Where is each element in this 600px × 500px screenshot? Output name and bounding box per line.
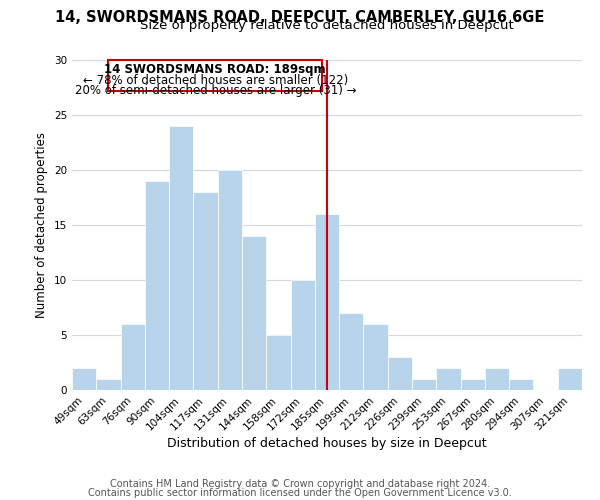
Bar: [145, 181, 169, 390]
Bar: [412, 379, 436, 390]
FancyBboxPatch shape: [109, 60, 322, 91]
Bar: [364, 324, 388, 390]
Bar: [509, 379, 533, 390]
Bar: [72, 368, 96, 390]
Bar: [339, 313, 364, 390]
Bar: [266, 335, 290, 390]
Bar: [218, 170, 242, 390]
Bar: [193, 192, 218, 390]
Text: Contains HM Land Registry data © Crown copyright and database right 2024.: Contains HM Land Registry data © Crown c…: [110, 479, 490, 489]
Text: Contains public sector information licensed under the Open Government Licence v3: Contains public sector information licen…: [88, 488, 512, 498]
Y-axis label: Number of detached properties: Number of detached properties: [35, 132, 49, 318]
Bar: [436, 368, 461, 390]
Bar: [315, 214, 339, 390]
Bar: [485, 368, 509, 390]
Text: 14 SWORDSMANS ROAD: 189sqm: 14 SWORDSMANS ROAD: 189sqm: [104, 64, 326, 76]
Title: Size of property relative to detached houses in Deepcut: Size of property relative to detached ho…: [140, 20, 514, 32]
Bar: [388, 357, 412, 390]
Bar: [242, 236, 266, 390]
Bar: [121, 324, 145, 390]
Bar: [290, 280, 315, 390]
Bar: [96, 379, 121, 390]
Text: 20% of semi-detached houses are larger (31) →: 20% of semi-detached houses are larger (…: [74, 84, 356, 97]
Text: 14, SWORDSMANS ROAD, DEEPCUT, CAMBERLEY, GU16 6GE: 14, SWORDSMANS ROAD, DEEPCUT, CAMBERLEY,…: [55, 10, 545, 25]
Bar: [558, 368, 582, 390]
Bar: [461, 379, 485, 390]
Bar: [169, 126, 193, 390]
Text: ← 78% of detached houses are smaller (122): ← 78% of detached houses are smaller (12…: [83, 74, 348, 88]
X-axis label: Distribution of detached houses by size in Deepcut: Distribution of detached houses by size …: [167, 438, 487, 450]
